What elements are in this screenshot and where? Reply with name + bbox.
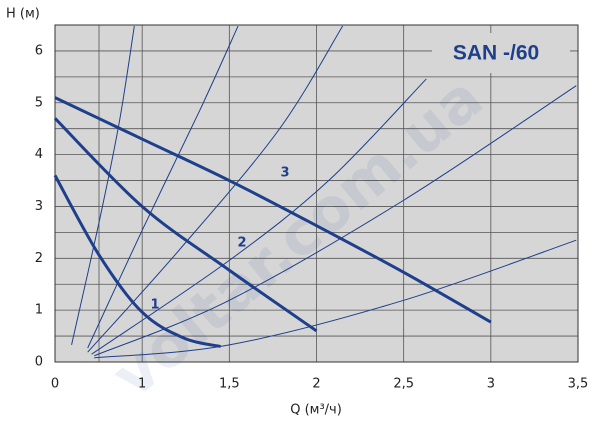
x-axis-label: Q (м³/ч) bbox=[290, 403, 342, 418]
pump-curve bbox=[54, 96, 492, 324]
system-curve bbox=[94, 239, 577, 359]
x-tick-label: 3 bbox=[487, 377, 495, 392]
curve-label: 2 bbox=[237, 236, 246, 251]
chart-title: SAN -/60 bbox=[453, 42, 539, 65]
system-curve bbox=[71, 25, 135, 346]
y-axis-label: H (м) bbox=[6, 7, 40, 22]
system-curve bbox=[91, 78, 427, 355]
y-tick-label: 5 bbox=[35, 95, 43, 110]
x-tick-label: 2,5 bbox=[393, 377, 414, 392]
system-curve bbox=[87, 25, 344, 353]
x-tick-label: 1 bbox=[138, 377, 146, 392]
system-curve bbox=[87, 25, 239, 349]
title-box bbox=[432, 33, 570, 73]
curve-label: 1 bbox=[150, 298, 159, 313]
y-tick-label: 0 bbox=[35, 355, 43, 370]
system-curve bbox=[94, 85, 577, 357]
y-tick-label: 1 bbox=[35, 303, 43, 318]
x-tick-label: 0 bbox=[51, 377, 59, 392]
y-tick-label: 4 bbox=[35, 147, 43, 162]
plot-border bbox=[54, 24, 579, 363]
curve-label: 3 bbox=[280, 166, 289, 181]
curves bbox=[53, 25, 577, 359]
pump-curve bbox=[53, 174, 221, 348]
x-tick-label: 3,5 bbox=[568, 377, 589, 392]
y-tick-label: 6 bbox=[35, 43, 43, 58]
y-tick-label: 2 bbox=[35, 251, 43, 266]
x-tick-label: 1,5 bbox=[219, 377, 240, 392]
pump-curve bbox=[53, 117, 318, 333]
y-tick-label: 3 bbox=[35, 199, 43, 214]
x-tick-label: 2 bbox=[312, 377, 320, 392]
